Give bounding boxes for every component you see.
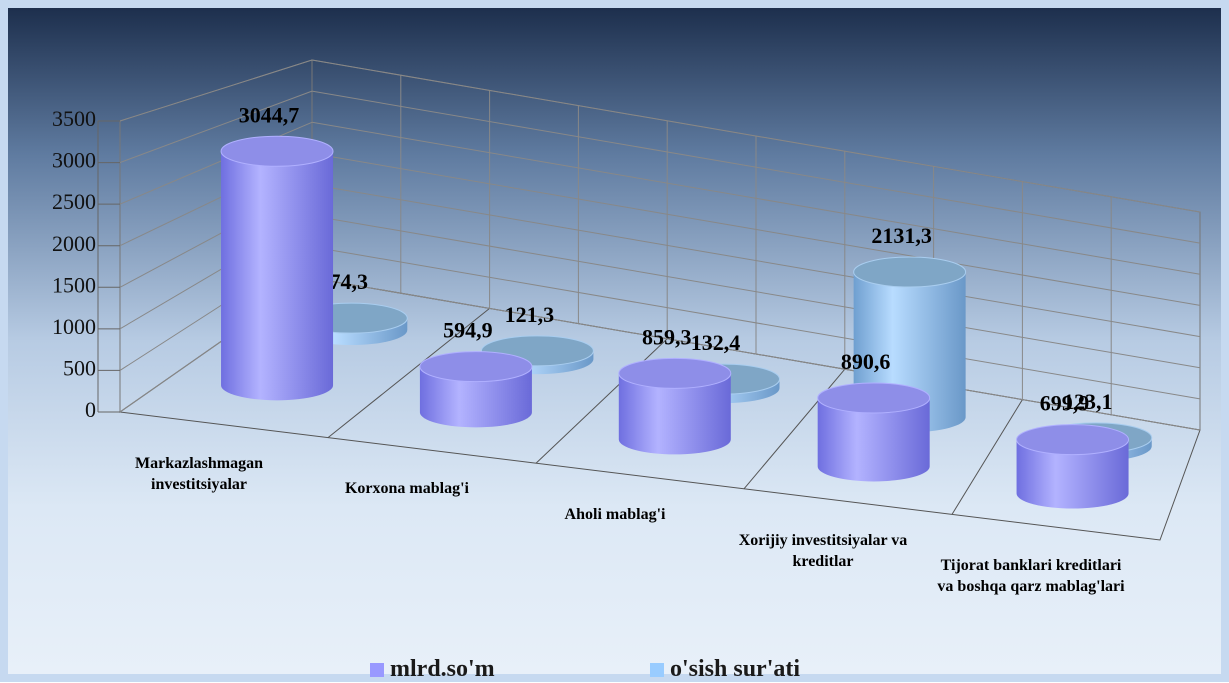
bar-body bbox=[817, 397, 930, 482]
y-tick-label: 2000 bbox=[52, 231, 96, 256]
data-label: 594,9 bbox=[443, 318, 493, 343]
grid-line bbox=[311, 246, 1201, 400]
bar-top bbox=[618, 357, 732, 389]
side-grid-line bbox=[119, 90, 313, 164]
grid-line bbox=[311, 152, 1201, 306]
grid-line bbox=[311, 121, 1201, 275]
legend-swatch bbox=[370, 662, 384, 677]
data-label: 890,6 bbox=[841, 349, 891, 374]
grid-line bbox=[311, 184, 1201, 338]
bar bbox=[618, 357, 732, 455]
y-tick-label: 500 bbox=[63, 355, 96, 380]
y-tick-label: 2500 bbox=[52, 189, 96, 214]
bar bbox=[419, 351, 533, 428]
bar-top bbox=[853, 256, 967, 288]
data-label: 3044,7 bbox=[239, 102, 300, 127]
y-tick-label: 1000 bbox=[52, 314, 96, 339]
legend-entry: mlrd.so'm bbox=[370, 656, 495, 683]
grid-line bbox=[311, 90, 1201, 244]
bar-top bbox=[220, 135, 334, 167]
x-tick-label: Tijorat banklari kreditlari va boshqa qa… bbox=[937, 557, 1125, 596]
bar-body bbox=[1016, 439, 1129, 509]
data-label: 121,3 bbox=[505, 302, 555, 327]
y-tick-label: 1500 bbox=[52, 272, 96, 297]
x-tick-label: Aholi mablag'i bbox=[564, 506, 666, 523]
bar bbox=[1016, 424, 1130, 509]
bar-top bbox=[1016, 424, 1130, 456]
legend-entry: o'sish sur'ati bbox=[650, 656, 800, 683]
grid-line bbox=[311, 277, 1201, 431]
x-tick-label: Markazlashmagan investitsiyalar bbox=[135, 454, 263, 493]
bar-body bbox=[419, 366, 532, 428]
x-tick-label: Xorijiy investitsiyalar va kreditlar bbox=[738, 531, 908, 570]
y-tick-label: 3000 bbox=[52, 148, 96, 173]
y-tick-label: 3500 bbox=[52, 106, 96, 131]
side-grid-line bbox=[119, 59, 313, 122]
grid-line bbox=[311, 59, 1201, 213]
bar-top bbox=[419, 351, 533, 383]
legend-label: o'sish sur'ati bbox=[670, 656, 801, 682]
bar bbox=[220, 135, 334, 401]
legend-swatch bbox=[650, 662, 664, 677]
grid-line bbox=[311, 215, 1201, 369]
floor-grid bbox=[327, 308, 490, 438]
bar-body bbox=[221, 151, 334, 401]
legend-label: mlrd.so'm bbox=[390, 656, 495, 682]
bar-top bbox=[817, 382, 931, 414]
data-label: 699,9 bbox=[1040, 391, 1090, 416]
floor-grid bbox=[951, 399, 1023, 515]
bar bbox=[817, 382, 931, 482]
chart: 0500100015002000250030003500174,3121,313… bbox=[52, 59, 1201, 541]
data-label: 2131,3 bbox=[871, 223, 932, 248]
data-label: 132,4 bbox=[691, 330, 741, 355]
data-label: 859,3 bbox=[642, 324, 692, 349]
bar-body bbox=[618, 373, 731, 455]
y-tick-label: 0 bbox=[85, 397, 96, 422]
floor-grid bbox=[535, 338, 668, 464]
x-tick-label: Korxona mablag'i bbox=[344, 480, 469, 498]
data-label: 123,1 bbox=[1063, 389, 1113, 414]
